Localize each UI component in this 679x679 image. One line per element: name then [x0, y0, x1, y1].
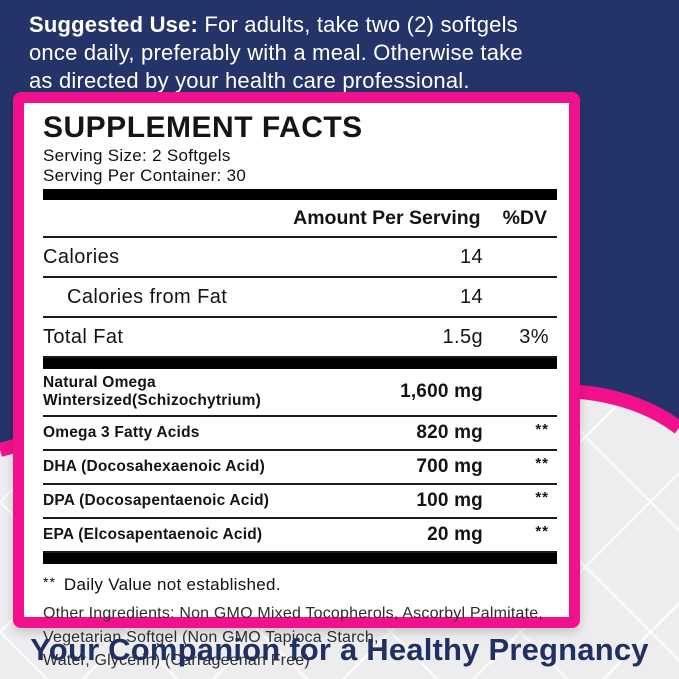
row-dv: 3%: [519, 326, 549, 348]
row-name: Calories from Fat: [67, 286, 228, 308]
row-dv: **: [535, 488, 549, 506]
facts-row-natural-omega: Natural Omega Wintersized(Schizochytrium…: [43, 369, 557, 417]
footnote-text: Daily Value not established.: [63, 575, 281, 594]
dv-footnote: ** Daily Value not established.: [43, 569, 557, 597]
row-amount: 1.5g: [442, 326, 483, 348]
percent-dv-header: %DV: [502, 207, 547, 229]
row-name: Calories: [43, 246, 120, 268]
servings-per-container: Serving Per Container: 30: [43, 165, 247, 185]
row-name: Total Fat: [43, 326, 124, 348]
suggested-use-line3: as directed by your health care professi…: [29, 68, 470, 93]
row-name: DHA (Docosahexaenoic Acid): [43, 458, 265, 475]
panel-title: SUPPLEMENT FACTS: [43, 111, 363, 144]
facts-row-dha: DHA (Docosahexaenoic Acid) 700 mg **: [43, 451, 557, 485]
row-dv: **: [535, 420, 549, 438]
other-ingredients: Other Ingredients: Non GMO Mixed Tocophe…: [43, 602, 557, 673]
footnote-asterisks: **: [43, 574, 56, 590]
other-ingredients-line3: Water, Glycerin) (Carrageenan Free): [43, 652, 310, 669]
row-amount: 14: [459, 286, 483, 308]
serving-size: Serving Size: 2 Softgels: [43, 146, 231, 165]
amount-per-serving-header: Amount Per Serving: [293, 207, 481, 229]
suggested-use-banner: Suggested Use: For adults, take two (2) …: [0, 0, 679, 93]
row-amount: 820 mg: [416, 422, 483, 443]
row-amount: 700 mg: [416, 456, 483, 477]
row-amount: 14: [459, 246, 483, 268]
supplement-facts-panel: SUPPLEMENT FACTS Serving Size: 2 Softgel…: [13, 92, 580, 669]
row-amount: 1,600 mg: [400, 381, 483, 402]
suggested-use-line1: For adults, take two (2) softgels: [198, 12, 518, 37]
thick-rule-top: [43, 189, 557, 200]
row-amount: 20 mg: [427, 524, 483, 545]
suggested-use-line2: once daily, preferably with a meal. Othe…: [29, 40, 523, 65]
facts-row-dpa: DPA (Docosapentaenoic Acid) 100 mg **: [43, 485, 557, 519]
row-dv: **: [535, 522, 549, 540]
other-ingredients-line2: Vegetarian Softgel (Non GMO Tapioca Star…: [43, 628, 379, 646]
thick-rule-bottom: [43, 553, 557, 564]
other-ingredients-line1: Other Ingredients: Non GMO Mixed Tocophe…: [43, 605, 544, 622]
column-header-row: Amount Per Serving %DV: [43, 200, 557, 238]
facts-row-calories-from-fat: Calories from Fat 14: [43, 278, 557, 318]
footer-tagline: Your Companion for a Healthy Pregnancy: [30, 632, 649, 667]
row-name: EPA (Elcosapentaenoic Acid): [43, 526, 263, 543]
row-name: Omega 3 Fatty Acids: [43, 424, 200, 441]
row-dv: **: [535, 454, 549, 472]
thick-rule-middle: [43, 358, 557, 369]
facts-row-total-fat: Total Fat 1.5g 3%: [43, 318, 557, 358]
facts-row-calories: Calories 14: [43, 238, 557, 278]
facts-row-epa: EPA (Elcosapentaenoic Acid) 20 mg **: [43, 519, 557, 553]
row-name: DPA (Docosapentaenoic Acid): [43, 492, 270, 509]
facts-row-omega3: Omega 3 Fatty Acids 820 mg **: [43, 417, 557, 451]
suggested-use-label: Suggested Use:: [29, 12, 199, 37]
row-amount: 100 mg: [416, 490, 483, 511]
row-name: Natural Omega Wintersized(Schizochytrium…: [43, 374, 261, 409]
